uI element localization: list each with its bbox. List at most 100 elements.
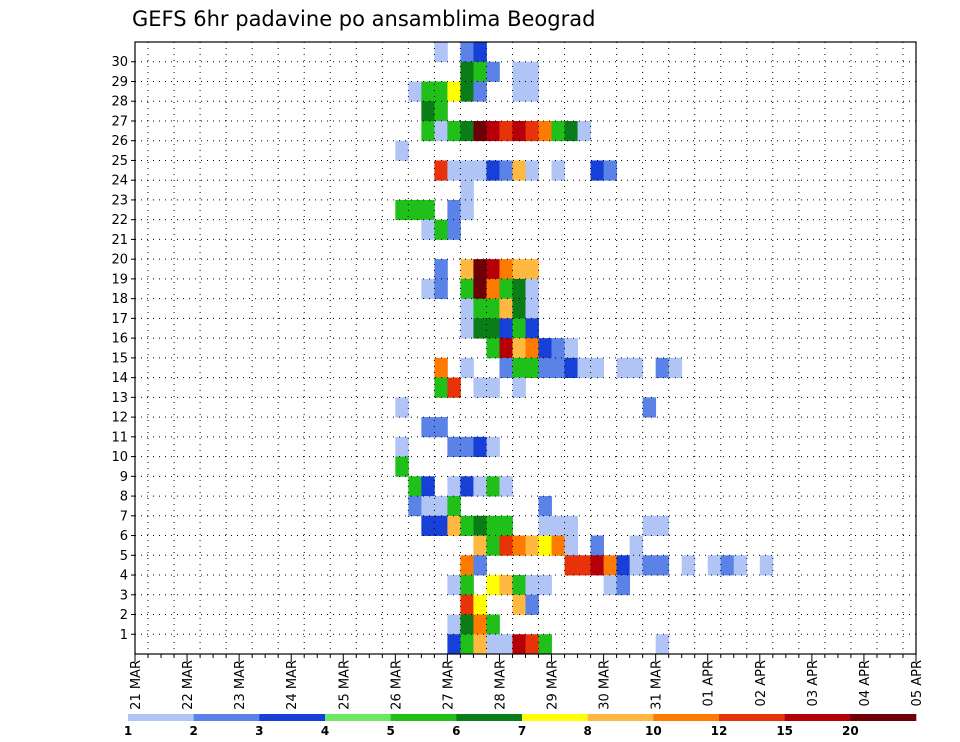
heatmap-cell — [525, 357, 539, 379]
heatmap-cell — [473, 594, 487, 615]
heatmap-cell — [473, 160, 487, 181]
heatmap-cell — [564, 338, 578, 359]
y-tick-label: 7 — [120, 509, 128, 524]
heatmap-cell — [473, 42, 487, 63]
heatmap-cell — [525, 81, 539, 102]
x-tick-label: 22 MAR — [181, 660, 196, 710]
heatmap-cell — [460, 614, 474, 635]
heatmap-cell — [538, 357, 552, 379]
x-tick-label: 04 APR — [858, 660, 873, 706]
heatmap-cell — [538, 515, 552, 536]
heatmap-cell — [525, 61, 539, 82]
heatmap-cell — [460, 42, 474, 63]
heatmap-cell — [616, 575, 631, 596]
x-tick-label: 28 MAR — [493, 660, 508, 710]
heatmap-cell — [447, 634, 461, 655]
heatmap-cell — [642, 515, 657, 536]
y-tick-label: 30 — [111, 55, 128, 70]
heatmap-cell — [473, 81, 487, 102]
heatmap-cell — [499, 357, 513, 379]
heatmap-cell — [486, 160, 500, 181]
heatmap-cell — [525, 535, 539, 556]
heatmap-cell — [577, 555, 591, 576]
heatmap-cell — [512, 535, 526, 556]
heatmap-cell — [460, 81, 474, 102]
heatmap-cell — [447, 377, 461, 398]
heatmap-cell — [460, 575, 474, 596]
heatmap-cell — [499, 160, 513, 181]
heatmap-cell — [499, 259, 513, 280]
y-tick-label: 28 — [111, 95, 128, 110]
heatmap-cell — [460, 357, 474, 379]
heatmap-cell — [512, 634, 526, 655]
heatmap-cell — [434, 219, 448, 240]
heatmap-cell — [486, 614, 500, 635]
heatmap-cell — [460, 594, 474, 615]
heatmap-cell — [499, 338, 513, 359]
heatmap-cell — [473, 120, 487, 142]
heatmap-cell — [460, 298, 474, 319]
heatmap-cell — [473, 318, 487, 339]
heatmap-cell — [473, 61, 487, 82]
heatmap-cell — [525, 259, 539, 280]
heatmap-cell — [421, 81, 435, 102]
heatmap-cell — [421, 515, 435, 536]
heatmap-cell — [473, 555, 487, 576]
heatmap-cell — [434, 81, 448, 102]
heatmap-cell — [499, 278, 513, 300]
heatmap-cell — [486, 120, 500, 142]
colorbar-segment — [719, 714, 785, 721]
colorbar-label: 8 — [583, 724, 591, 738]
heatmap-cell — [434, 357, 448, 379]
heatmap-cell — [395, 397, 409, 418]
y-tick-label: 8 — [120, 490, 128, 505]
heatmap-cell — [525, 338, 539, 359]
heatmap-cell — [499, 120, 513, 142]
colorbar-label: 15 — [776, 724, 793, 738]
y-tick-label: 3 — [120, 588, 128, 603]
heatmap-cell — [447, 219, 461, 240]
heatmap-cell — [486, 515, 500, 536]
heatmap-cell — [603, 575, 618, 596]
heatmap-cell — [486, 535, 500, 556]
heatmap-cell — [460, 634, 474, 655]
heatmap-cell — [590, 535, 604, 556]
heatmap-cell — [590, 160, 604, 181]
heatmap-cell — [408, 81, 422, 102]
heatmap-cell — [460, 61, 474, 82]
heatmap-cells — [395, 42, 774, 655]
heatmap-cell — [603, 160, 618, 181]
heatmap-cell — [434, 278, 448, 300]
heatmap-cell — [421, 199, 435, 221]
heatmap-cell — [525, 278, 539, 300]
heatmap-cell — [512, 298, 526, 319]
heatmap-cell — [603, 555, 618, 576]
heatmap-cell — [486, 575, 500, 596]
heatmap-cell — [486, 61, 500, 82]
y-tick-label: 27 — [111, 114, 128, 129]
heatmap-cell — [525, 594, 539, 615]
heatmap-cell — [460, 476, 474, 497]
chart-title: GEFS 6hr padavine po ansamblima Beograd — [132, 7, 595, 31]
y-tick-label: 17 — [111, 312, 128, 327]
heatmap-cell — [512, 259, 526, 280]
heatmap-cell — [551, 120, 565, 142]
x-tick-label: 21 MAR — [129, 660, 144, 710]
heatmap-cell — [655, 634, 670, 655]
heatmap-cell — [707, 555, 722, 576]
heatmap-cell — [616, 555, 631, 576]
y-tick-label: 14 — [111, 371, 128, 386]
y-tick-label: 12 — [111, 411, 128, 426]
heatmap-cell — [434, 496, 448, 517]
heatmap-cell — [447, 81, 461, 102]
heatmap-cell — [512, 61, 526, 82]
heatmap-cell — [395, 456, 409, 477]
colorbar-label: 6 — [452, 724, 460, 738]
x-tick-label: 27 MAR — [441, 660, 456, 710]
heatmap-cell — [473, 476, 487, 497]
heatmap-cell — [421, 476, 435, 497]
x-tick-label: 05 APR — [910, 660, 925, 706]
colorbar-label: 2 — [189, 724, 197, 738]
heatmap-cell — [525, 634, 539, 655]
